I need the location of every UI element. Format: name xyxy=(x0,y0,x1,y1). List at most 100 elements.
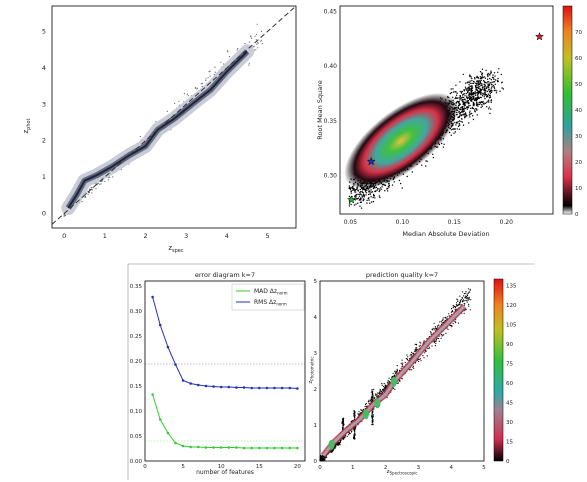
density-point xyxy=(387,183,390,185)
scatter-point xyxy=(205,78,207,80)
density-point xyxy=(354,189,356,191)
density-point xyxy=(486,78,489,80)
density-point xyxy=(355,203,357,205)
density-point xyxy=(372,196,374,199)
density-point xyxy=(370,401,372,403)
density-point xyxy=(494,83,496,86)
density-point xyxy=(379,389,381,391)
density-point xyxy=(370,398,372,400)
density-point xyxy=(477,96,480,98)
scatter-point xyxy=(88,188,91,190)
data-point xyxy=(296,446,299,450)
scatter-point xyxy=(174,102,176,105)
colorbar-tick: 0 xyxy=(575,212,579,218)
density-point xyxy=(485,69,487,72)
density-point xyxy=(406,354,408,356)
data-point xyxy=(151,295,154,299)
density-point xyxy=(455,304,458,306)
density-point xyxy=(468,296,470,298)
density-point xyxy=(468,84,470,86)
density-point xyxy=(489,91,491,93)
density-point xyxy=(353,435,355,437)
tick-label: 4 xyxy=(42,64,46,72)
scatter-point xyxy=(237,48,239,50)
density-point xyxy=(476,82,478,84)
density-point xyxy=(423,340,425,342)
data-point xyxy=(197,383,200,387)
density-point xyxy=(425,350,427,353)
density-point xyxy=(354,195,356,197)
density-point xyxy=(435,338,437,341)
density-point xyxy=(348,434,350,436)
density-point xyxy=(472,107,475,110)
scatter-point xyxy=(107,176,109,179)
density-point xyxy=(477,81,480,83)
density-point xyxy=(359,201,362,203)
density-core xyxy=(344,92,458,190)
density-point xyxy=(350,431,352,433)
density-point xyxy=(480,93,482,96)
scatter-point xyxy=(91,186,93,188)
density-point xyxy=(476,76,478,78)
data-point xyxy=(219,385,223,389)
density-point xyxy=(357,193,359,195)
colorbar-tick: 120 xyxy=(506,303,517,309)
highlight-markers xyxy=(346,32,544,204)
density-point xyxy=(413,367,415,369)
density-point xyxy=(461,121,464,123)
scatter-point xyxy=(260,40,262,42)
scatter-point xyxy=(178,100,180,102)
density-point xyxy=(342,428,344,430)
density-point xyxy=(462,103,465,105)
density-point xyxy=(372,411,374,413)
chart-title: error diagram k=7 xyxy=(195,271,255,279)
density-point xyxy=(465,291,467,293)
density-point xyxy=(338,443,340,445)
density-peak xyxy=(328,439,335,450)
density-point xyxy=(454,131,457,133)
density-point xyxy=(360,409,362,411)
density-point xyxy=(428,346,431,348)
density-point xyxy=(459,300,461,302)
data-point xyxy=(204,384,208,388)
density-point xyxy=(463,303,465,305)
colorbar-tick: 60 xyxy=(575,56,582,62)
density-point xyxy=(464,116,466,118)
density-point xyxy=(348,203,351,205)
density-point xyxy=(443,143,445,145)
colorbar-tick: 75 xyxy=(506,362,513,368)
density-point xyxy=(398,179,401,182)
density-point xyxy=(463,93,465,95)
density-point xyxy=(351,430,353,432)
tick-label: 5 xyxy=(265,232,269,240)
density-point xyxy=(432,327,434,329)
density-point xyxy=(371,417,373,419)
density-point xyxy=(489,72,492,74)
density-point xyxy=(464,295,467,297)
scatter-point xyxy=(64,214,67,216)
density-point xyxy=(463,89,465,92)
density-point xyxy=(370,201,373,203)
density-point xyxy=(479,77,482,80)
density-point xyxy=(477,105,479,107)
data-point xyxy=(227,385,231,389)
density-point xyxy=(394,370,396,372)
density-point xyxy=(461,90,464,93)
density-point xyxy=(462,291,464,293)
density-point xyxy=(379,187,382,189)
scatter-point xyxy=(256,43,258,45)
density-point xyxy=(466,297,469,299)
density-point xyxy=(365,403,367,405)
tick-label: 4 xyxy=(225,232,229,240)
density-point xyxy=(372,398,374,401)
scatter-point xyxy=(252,46,254,48)
density-point xyxy=(484,93,486,95)
density-point xyxy=(370,191,372,194)
density-point xyxy=(351,187,354,190)
density-point xyxy=(476,103,479,106)
density-point xyxy=(486,87,488,90)
density-point xyxy=(472,80,475,83)
scatter-point xyxy=(220,61,222,63)
density-point xyxy=(456,97,458,99)
